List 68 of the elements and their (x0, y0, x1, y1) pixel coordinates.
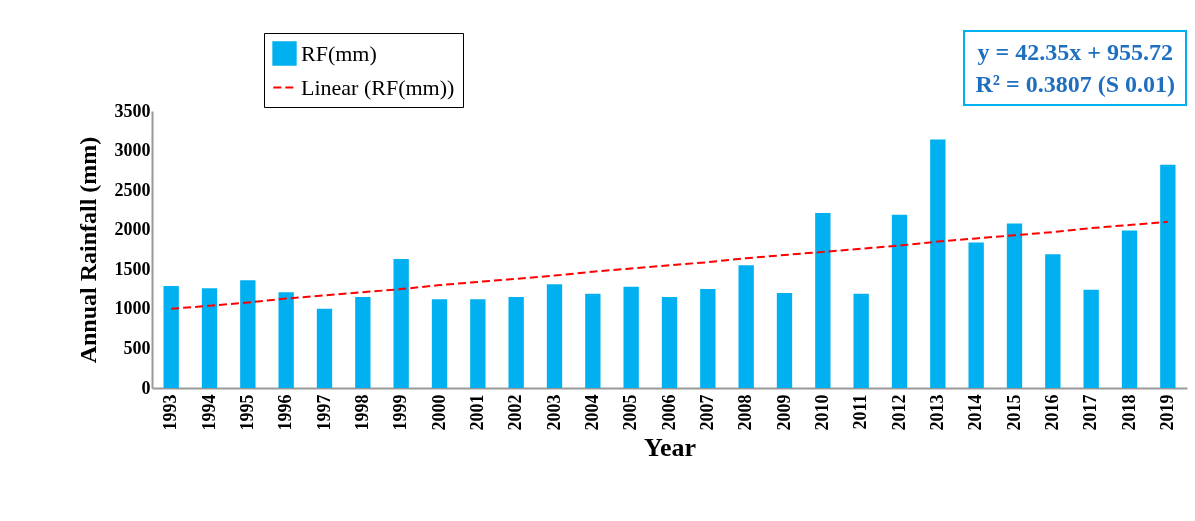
bar (891, 214, 908, 388)
x-tick-label: 1998 (351, 394, 372, 431)
bar (700, 289, 716, 388)
bar (431, 299, 448, 388)
bar (201, 288, 218, 388)
x-tick-label: 1996 (275, 394, 296, 431)
bar (1121, 230, 1138, 388)
x-tick-label: 2013 (926, 394, 947, 431)
bar (853, 293, 869, 388)
y-tick-label: 2000 (114, 219, 151, 240)
x-axis-title: Year (644, 432, 696, 462)
x-tick-label: 2009 (773, 394, 794, 431)
x-tick-label: 2007 (696, 394, 717, 431)
x-tick-label: 2015 (1003, 394, 1024, 431)
bar (1083, 289, 1099, 388)
x-tick-label: 2003 (543, 394, 564, 431)
x-tick-label: 2019 (1156, 394, 1177, 431)
x-tick-label: 2014 (965, 394, 986, 431)
bar (508, 296, 524, 388)
bar (278, 292, 294, 388)
y-tick-label: 3500 (114, 100, 151, 121)
bar (776, 293, 793, 388)
x-tick-label: 2017 (1080, 394, 1101, 431)
x-tick-label: 2006 (658, 394, 679, 431)
bar (930, 139, 946, 388)
y-tick-label: 0 (141, 377, 151, 398)
x-tick-label: 2008 (735, 394, 756, 431)
y-axis-title: Annual Rainfall (mm) (74, 136, 101, 364)
bar (393, 259, 409, 388)
text-box: y = 42.35x + 955.72 R² = 0.3807 (S 0.01) (963, 30, 1187, 106)
x-tick-label: 2001 (466, 394, 487, 431)
bar (355, 296, 371, 388)
y-tick-label: 2500 (114, 179, 151, 200)
bar (1160, 164, 1176, 388)
x-tick-label: 1997 (313, 394, 334, 431)
x-tick-label: 2012 (888, 394, 909, 431)
line-series (170, 220, 1169, 310)
bar (585, 293, 601, 388)
x-tick-label: 2005 (620, 394, 641, 431)
x-tick-label: 2016 (1041, 394, 1062, 431)
x-tick-label: 2011 (850, 394, 871, 430)
y-tick-label: 500 (123, 337, 151, 358)
bar (1006, 223, 1023, 388)
bar (815, 213, 831, 388)
x-tick-label: 1995 (236, 394, 257, 431)
y-tick-label: 1000 (114, 298, 151, 319)
bar (661, 296, 678, 388)
legend-label: RF(mm) (301, 40, 377, 66)
bar (968, 242, 984, 388)
bar (240, 280, 256, 388)
legend-label: Linear (RF(mm)) (301, 74, 455, 100)
bar (623, 286, 639, 388)
x-tick-label: 1994 (198, 394, 219, 431)
x-tick-label: 2000 (428, 394, 449, 431)
x-tick-label: 2018 (1118, 394, 1139, 431)
bar (1045, 254, 1061, 388)
x-tick-label: 1993 (160, 394, 181, 431)
x-tick-label: 1999 (390, 394, 411, 431)
x-tick-label: 2004 (581, 394, 602, 431)
bar (163, 285, 179, 388)
bar (546, 284, 563, 388)
bar (470, 299, 486, 388)
y-tick-label: 3000 (114, 140, 151, 161)
x-tick-label: 2010 (811, 394, 832, 431)
bar (738, 265, 754, 388)
y-tick-label: 1500 (114, 258, 151, 279)
bar (316, 308, 333, 388)
x-tick-label: 2002 (505, 394, 526, 431)
